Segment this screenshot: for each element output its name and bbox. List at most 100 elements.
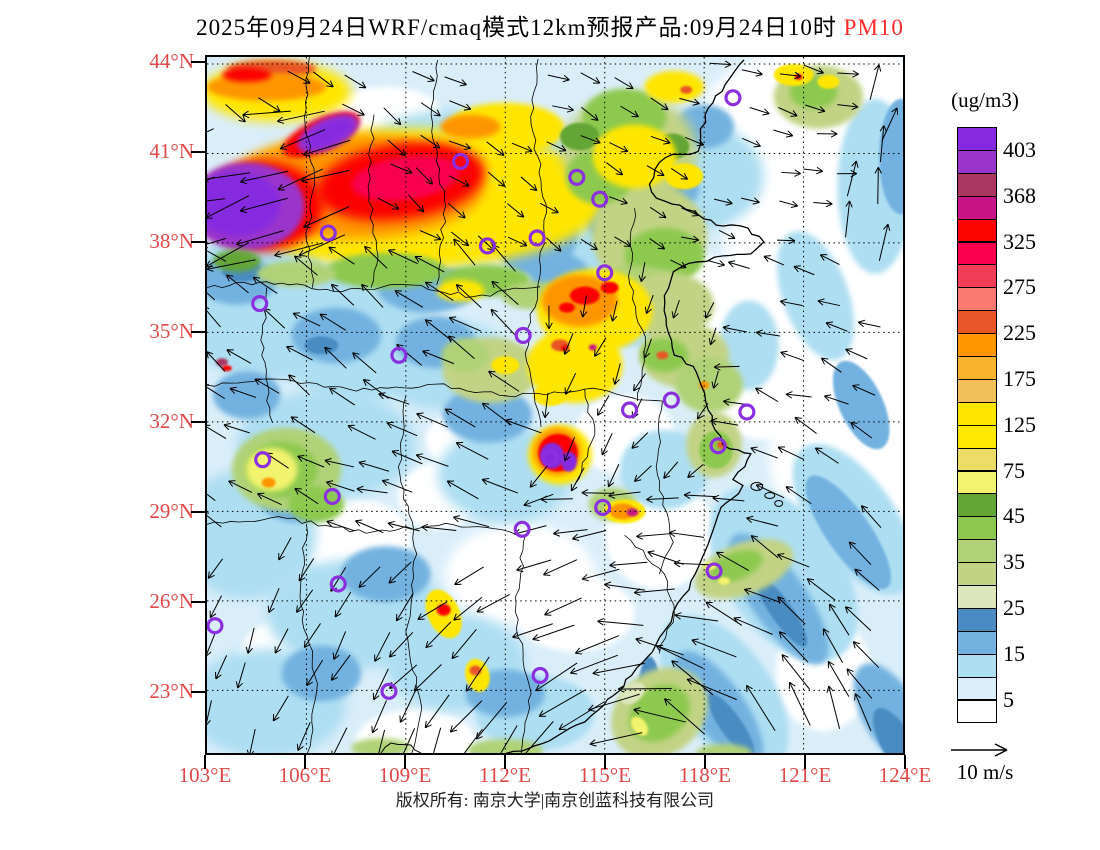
lat-axis-tick — [191, 61, 205, 63]
legend-label: 368 — [1003, 182, 1036, 208]
legend-box — [957, 310, 997, 335]
legend-box — [957, 424, 997, 449]
station-marker — [591, 190, 609, 208]
legend-box — [957, 493, 997, 518]
page-title: 2025年09月24日WRF/cmaq模式12km预报产品:09月24日10时 … — [35, 8, 1065, 42]
legend-box — [957, 607, 997, 632]
lon-axis-label: 118°E — [679, 763, 731, 787]
lon-axis-tick — [404, 755, 406, 769]
lat-axis-label: 35°N — [149, 319, 194, 343]
station-marker — [594, 498, 612, 516]
title-main: 2025年09月24日WRF/cmaq模式12km预报产品:09月24日10时 — [196, 15, 837, 40]
station-marker — [541, 449, 559, 467]
legend-box — [957, 653, 997, 678]
forecast-map-graphic — [207, 57, 903, 753]
station-marker — [323, 487, 341, 506]
legend-box — [957, 539, 997, 564]
station-marker — [621, 401, 639, 419]
lon-axis-label: 109°E — [378, 763, 432, 787]
station-marker — [514, 326, 532, 344]
lat-axis-tick — [191, 511, 205, 513]
station-marker — [528, 229, 546, 247]
station-marker — [738, 403, 756, 421]
station-marker — [451, 152, 470, 170]
station-marker — [596, 264, 614, 282]
legend-label: 125 — [1003, 411, 1036, 437]
legend-box — [957, 127, 997, 151]
lon-axis-label: 115°E — [579, 763, 631, 787]
station-marker — [709, 437, 727, 455]
legend-box — [957, 447, 997, 472]
legend-box — [957, 264, 997, 289]
station-marker — [251, 295, 269, 313]
lat-axis-label: 38°N — [149, 229, 194, 253]
legend-label: 15 — [1003, 640, 1025, 666]
legend-label: 325 — [1003, 228, 1036, 254]
lon-axis-tick — [204, 755, 206, 769]
lat-axis-tick — [191, 241, 205, 243]
station-marker — [380, 682, 398, 700]
legend-box — [957, 333, 997, 357]
copyright: 版权所有: 南京大学|南京创蓝科技有限公司 — [395, 791, 715, 810]
legend-box — [957, 241, 997, 266]
lat-axis-tick — [191, 601, 205, 603]
lat-axis-label: 32°N — [149, 409, 194, 433]
pollutant-label: PM10 — [843, 15, 904, 40]
station-marker — [329, 575, 347, 593]
legend-box — [957, 287, 997, 312]
wind-scale-label: 10 m/s — [956, 760, 1014, 784]
station-marker — [478, 237, 496, 255]
legend-box — [957, 699, 997, 724]
lat-axis-tick — [191, 151, 205, 153]
legend-label: 175 — [1003, 365, 1036, 391]
lon-axis-label: 124°E — [878, 763, 932, 787]
legend-label: 403 — [1003, 136, 1036, 162]
lat-axis-tick — [191, 691, 205, 693]
lat-axis-label: 29°N — [149, 499, 194, 523]
lon-axis-tick — [804, 755, 806, 769]
legend-box — [957, 401, 997, 426]
lon-axis-tick — [704, 755, 706, 769]
map-canvas — [205, 55, 905, 755]
lat-axis-label: 44°N — [149, 49, 194, 73]
station-marker — [207, 617, 224, 635]
station-marker — [319, 224, 337, 242]
lat-axis-label: 23°N — [149, 679, 194, 703]
legend-box — [957, 218, 997, 243]
lon-axis-label: 121°E — [778, 763, 832, 787]
lon-axis-label: 103°E — [178, 763, 232, 787]
lat-axis-tick — [191, 331, 205, 333]
legend-box — [957, 630, 997, 655]
station-marker — [254, 451, 272, 469]
lon-axis-label: 112°E — [479, 763, 531, 787]
lon-axis-tick — [304, 755, 306, 769]
legend-box — [957, 356, 997, 380]
lat-axis-tick — [191, 421, 205, 423]
legend-box — [957, 516, 997, 541]
wind-scale-arrow-icon — [951, 743, 1008, 757]
lon-axis-tick — [904, 755, 906, 769]
legend-label: 75 — [1003, 457, 1025, 483]
legend-box — [957, 562, 997, 586]
lon-axis-tick — [504, 755, 506, 769]
station-marker — [513, 520, 531, 538]
station-marker — [390, 346, 408, 364]
legend-box — [957, 149, 997, 174]
lon-axis-tick — [604, 755, 606, 769]
station-marker — [568, 168, 586, 186]
station-marker — [705, 562, 723, 580]
station-marker — [531, 666, 549, 684]
legend-box — [957, 378, 997, 403]
legend-box — [957, 195, 997, 220]
lon-axis-label: 106°E — [278, 763, 332, 787]
legend-box — [957, 585, 997, 609]
lat-axis-label: 41°N — [149, 139, 194, 163]
legend-label: 25 — [1003, 594, 1025, 620]
lat-axis-label: 26°N — [149, 589, 194, 613]
legend-box — [957, 172, 997, 197]
legend-label: 5 — [1003, 686, 1014, 712]
legend-label: 225 — [1003, 320, 1036, 346]
station-marker — [662, 391, 680, 409]
legend-units: (ug/m3) — [951, 88, 1019, 112]
legend-label: 35 — [1003, 549, 1025, 575]
